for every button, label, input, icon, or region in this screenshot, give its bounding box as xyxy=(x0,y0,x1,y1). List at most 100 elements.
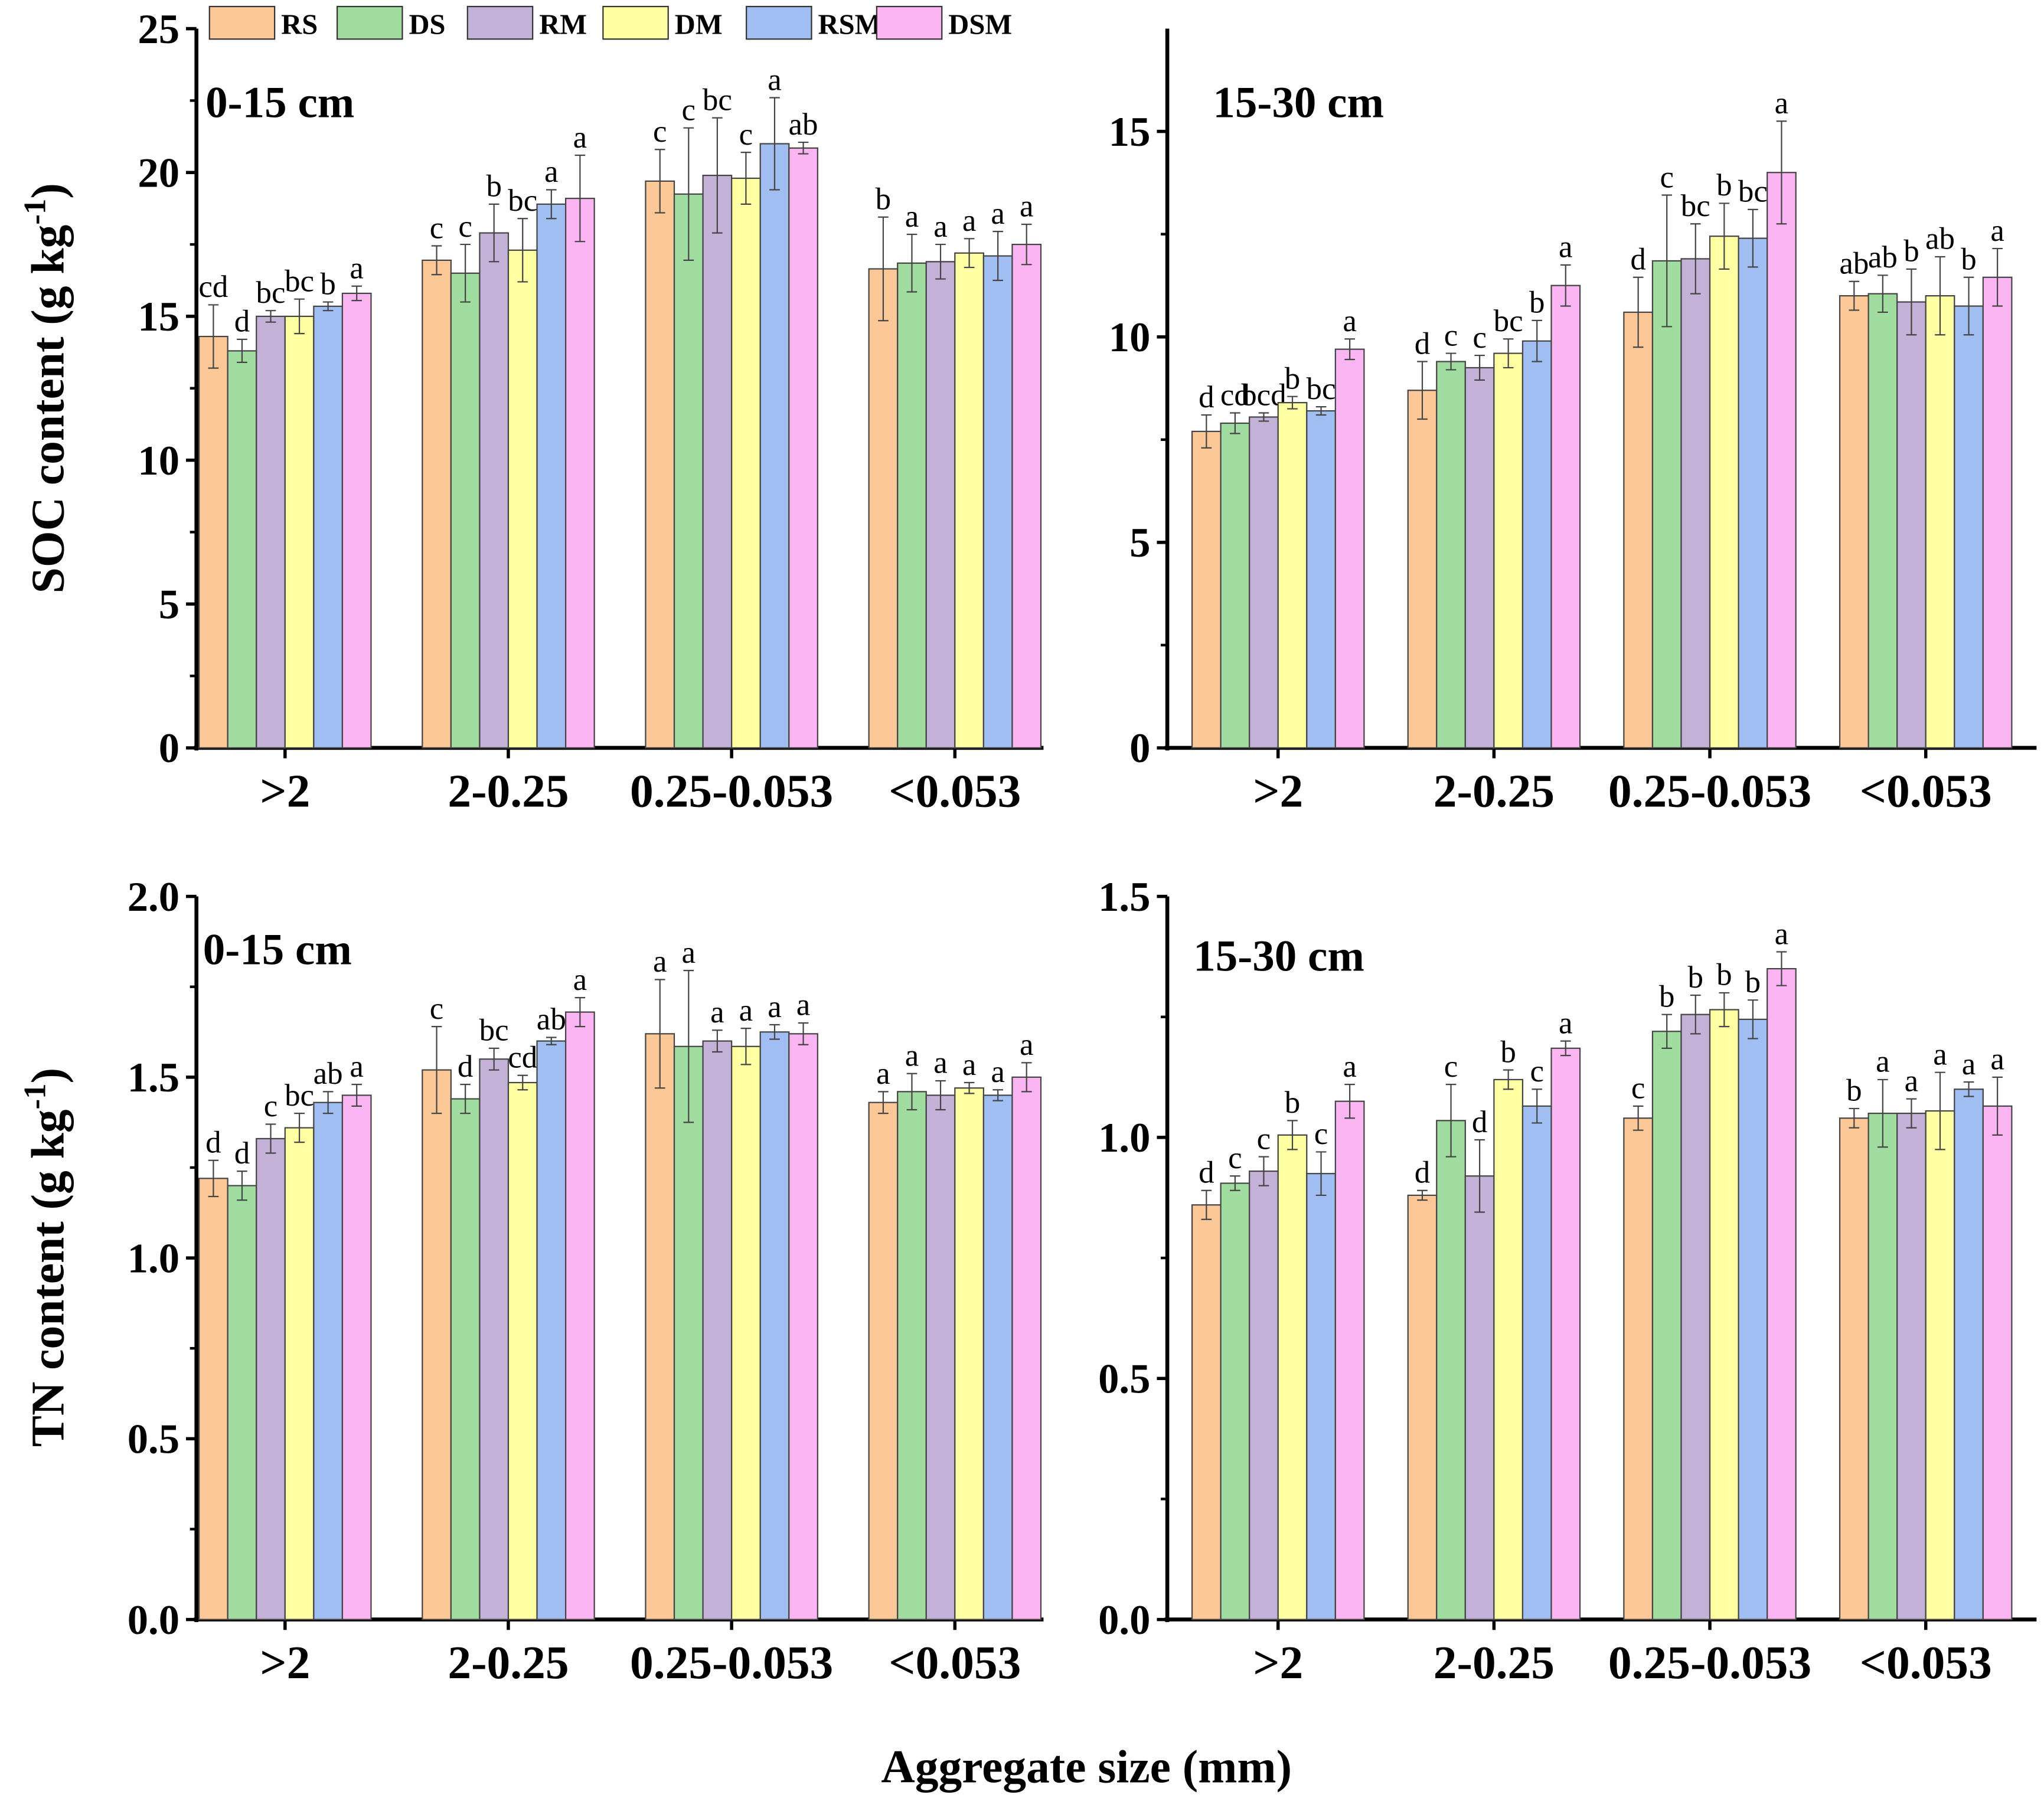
bar-rs xyxy=(1191,430,1222,749)
bar-rs xyxy=(1839,1117,1869,1620)
bar-rs xyxy=(645,180,675,749)
y-tick-label: 15 xyxy=(1109,109,1151,155)
significance-letter: ab xyxy=(1839,246,1869,280)
bar-dm xyxy=(1277,402,1308,749)
y-tick-label: 5 xyxy=(1129,520,1150,566)
significance-letter: c xyxy=(430,992,444,1026)
significance-letter: b xyxy=(1903,234,1919,269)
bar-dsm xyxy=(1982,1105,2013,1620)
bar-rm xyxy=(479,1058,510,1620)
bar-rsm xyxy=(1954,1088,1984,1620)
bar-dm xyxy=(1493,1078,1524,1620)
significance-letter: c xyxy=(1257,1122,1271,1156)
bar-rm xyxy=(479,232,510,749)
significance-letter: a xyxy=(710,995,724,1029)
significance-letter: b xyxy=(1846,1074,1862,1108)
significance-letter: c xyxy=(653,115,667,149)
significance-letter: b xyxy=(1659,979,1674,1014)
significance-letter: a xyxy=(573,963,587,997)
legend-swatch-rm xyxy=(466,5,534,40)
bar-rs xyxy=(422,259,452,749)
significance-letter: a xyxy=(991,1055,1005,1089)
significance-letter: a xyxy=(768,63,782,97)
x-tick-label: >2 xyxy=(1253,765,1303,817)
y-tick-label: 0.5 xyxy=(128,1417,179,1463)
bar-dsm xyxy=(341,292,372,749)
bar-ds xyxy=(897,262,927,749)
bar-rs xyxy=(422,1069,452,1620)
bar-rm xyxy=(256,1137,286,1620)
bar-dsm xyxy=(1334,348,1365,749)
bar-rsm xyxy=(536,1040,567,1620)
bar-rm xyxy=(1896,1112,1927,1620)
significance-letter: c xyxy=(1314,1117,1328,1151)
significance-letter: d xyxy=(1415,1156,1430,1190)
y-tick-label: 0.0 xyxy=(128,1597,179,1643)
bar-rm xyxy=(1249,416,1279,749)
bar-ds xyxy=(227,1185,257,1620)
bar-dsm xyxy=(1550,1047,1581,1620)
bar-dsm xyxy=(564,197,595,749)
bar-dsm xyxy=(1011,1076,1042,1620)
significance-letter: d xyxy=(234,305,250,339)
bar-rsm xyxy=(1738,1018,1768,1620)
bar-dm xyxy=(507,249,538,749)
panel-label: 15-30 cm xyxy=(1213,79,1384,128)
y-tick-label: 20 xyxy=(138,151,179,197)
significance-letter: c xyxy=(430,211,444,245)
bar-rsm xyxy=(536,203,567,749)
bar-ds xyxy=(1436,1120,1466,1620)
significance-letter: d xyxy=(458,1050,473,1084)
significance-letter: a xyxy=(991,197,1005,231)
x-tick-label: 0.25-0.053 xyxy=(1608,765,1811,817)
y-tick-label: 5 xyxy=(159,582,179,628)
significance-letter: b xyxy=(320,267,335,301)
bar-rm xyxy=(1249,1170,1279,1620)
significance-letter: bc xyxy=(1738,175,1768,209)
bar-rm xyxy=(1464,1175,1495,1620)
significance-letter: ab xyxy=(789,107,818,142)
significance-letter: d xyxy=(1199,1156,1214,1190)
significance-letter: b xyxy=(1716,168,1732,202)
bar-rsm xyxy=(313,1101,344,1620)
bar-dsm xyxy=(1767,967,1797,1620)
bar-rs xyxy=(645,1033,675,1620)
bar-dsm xyxy=(1334,1100,1365,1620)
significance-letter: a xyxy=(1020,1028,1034,1062)
legend-label-ds: DS xyxy=(409,8,445,40)
bar-rsm xyxy=(1521,1105,1552,1620)
significance-letter: d xyxy=(234,1136,250,1171)
bar-dsm xyxy=(788,1033,818,1620)
x-tick-label: <0.053 xyxy=(1860,1637,1992,1689)
significance-letter: b xyxy=(1285,1086,1300,1120)
bar-dsm xyxy=(1767,172,1797,749)
significance-letter: d xyxy=(1472,1105,1487,1139)
x-tick-label: <0.053 xyxy=(889,765,1021,817)
significance-letter: bc xyxy=(285,264,314,298)
significance-letter: c xyxy=(1444,1050,1458,1084)
x-tick-label: 0.25-0.053 xyxy=(630,1637,833,1689)
significance-letter: b xyxy=(486,169,501,204)
bar-dm xyxy=(731,1045,761,1620)
significance-letter: a xyxy=(796,988,811,1022)
bar-rm xyxy=(702,175,733,749)
y-tick-label: 1.5 xyxy=(1098,874,1150,920)
significance-letter: d xyxy=(1415,326,1430,361)
x-tick-label: 2-0.25 xyxy=(448,1637,569,1689)
legend-swatch-dsm xyxy=(876,5,943,40)
significance-letter: c xyxy=(1472,321,1487,355)
bar-dm xyxy=(954,252,984,749)
significance-letter: c xyxy=(264,1089,278,1123)
legend-swatch-ds xyxy=(336,5,403,40)
significance-letter: c xyxy=(1530,1054,1544,1088)
x-tick-label: <0.053 xyxy=(889,1637,1021,1689)
bar-ds xyxy=(673,1045,704,1620)
legend-swatch-rsm xyxy=(746,5,812,40)
y-tick-label: 1.0 xyxy=(128,1235,179,1282)
bar-ds xyxy=(1651,1031,1682,1620)
x-tick-label: <0.053 xyxy=(1860,765,1992,817)
significance-letter: ab xyxy=(314,1057,343,1091)
